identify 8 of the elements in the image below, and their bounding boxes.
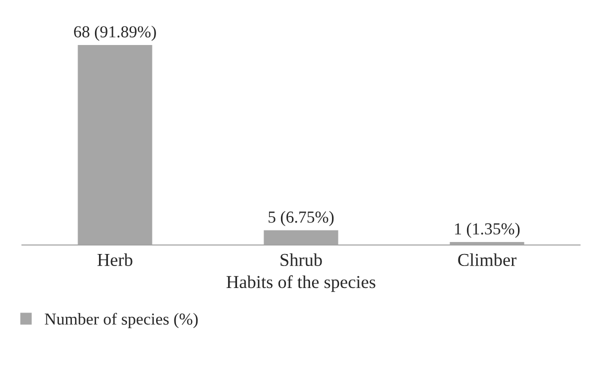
legend-label: Number of species (%) — [44, 312, 198, 328]
data-label: 68 (91.89%) — [74, 26, 156, 41]
x-axis-title: Habits of the species — [226, 275, 376, 292]
data-label: 5 (6.75%) — [268, 211, 334, 226]
x-tick-label: Herb — [97, 253, 132, 266]
data-label: 1 (1.35%) — [455, 222, 520, 238]
x-tick-label: Climber — [458, 253, 516, 266]
x-tick-label: Shrub — [280, 253, 322, 266]
